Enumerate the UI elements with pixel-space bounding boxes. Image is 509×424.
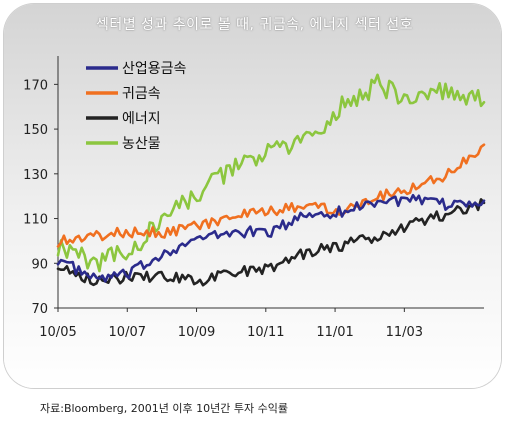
axes: 70 90 110 130 150 170 10/05 10/07 10/09 10/11 11/0… — [23, 56, 484, 340]
x-tick-label: 10/05 — [39, 325, 76, 340]
series-line-3 — [56, 73, 486, 273]
series-line-1 — [56, 143, 486, 248]
y-tick-label: 70 — [31, 302, 48, 317]
x-tick-label: 11/01 — [316, 325, 353, 340]
legend-label: 산업용금속 — [122, 61, 187, 77]
x-tick-label: 10/07 — [109, 325, 146, 340]
y-tick-label: 150 — [23, 123, 48, 138]
x-tick-label: 10/11 — [247, 325, 284, 340]
y-tick-label: 110 — [23, 213, 48, 228]
y-tick-label: 130 — [23, 168, 48, 183]
source-note: 자료:Bloomberg, 2001년 이후 10년간 투자 수익률 — [40, 402, 288, 415]
legend-label: 농산물 — [122, 136, 161, 152]
y-tick-label: 90 — [31, 257, 48, 272]
series-lines — [56, 73, 486, 287]
legend-label: 에너지 — [122, 111, 161, 127]
y-tick-label: 170 — [23, 78, 48, 93]
series-line-0 — [56, 193, 486, 283]
x-tick-label: 11/03 — [386, 325, 423, 340]
chart-title: 섹터별 성과 추이로 볼 때, 귀금속, 에너지 섹터 선호 — [95, 17, 414, 33]
legend-label: 귀금속 — [122, 86, 161, 102]
x-tick-label: 10/09 — [178, 325, 215, 340]
